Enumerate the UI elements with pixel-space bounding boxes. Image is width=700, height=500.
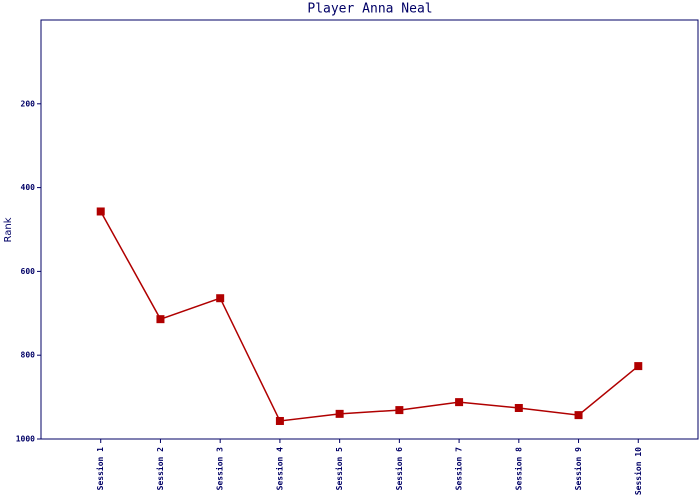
- x-tick-label: Session 2: [155, 447, 165, 491]
- x-tick-label: Session 10: [633, 447, 643, 495]
- x-tick-label: Session 8: [513, 447, 523, 491]
- x-tick-label: Session 3: [215, 447, 225, 491]
- marker: [275, 416, 284, 425]
- y-tick-label: 400: [21, 183, 36, 192]
- x-tick-label: Session 7: [454, 447, 464, 491]
- y-tick-label: 800: [21, 351, 36, 360]
- marker: [634, 362, 643, 371]
- marker: [335, 409, 344, 418]
- line: [100, 211, 639, 422]
- marker: [455, 398, 464, 407]
- chart-title: Player Anna Neal: [307, 2, 432, 17]
- marker: [574, 411, 583, 420]
- y-tick-label: 200: [21, 99, 36, 108]
- x-tick-label: Session 9: [573, 447, 583, 491]
- y-tick-label: 600: [21, 267, 36, 276]
- marker: [395, 406, 404, 415]
- x-tick-label: Session 5: [334, 447, 344, 491]
- plot-frame: [40, 19, 699, 440]
- marker: [514, 403, 523, 412]
- x-tick-label: Session 4: [274, 447, 284, 491]
- marker: [156, 315, 165, 324]
- x-tick-label: Session 6: [394, 447, 404, 491]
- marker: [216, 294, 225, 303]
- x-tick-label: Session 1: [95, 447, 105, 491]
- y-tick-label: 1000: [16, 435, 35, 444]
- marker: [96, 207, 105, 216]
- y-axis-label: Rank: [3, 217, 14, 242]
